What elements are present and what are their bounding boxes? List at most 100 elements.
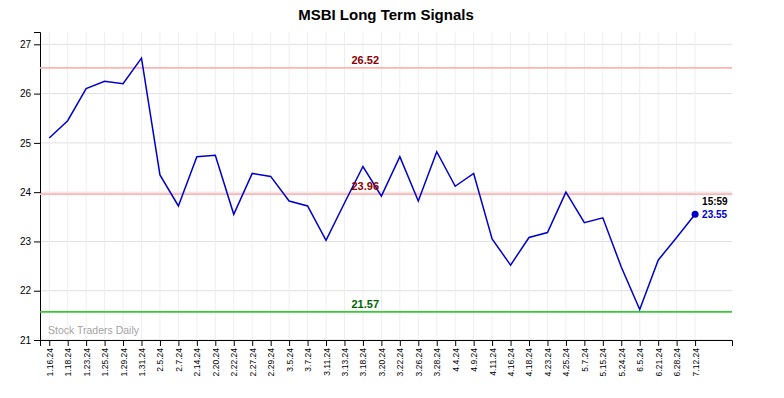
grid-line <box>492 32 493 340</box>
x-tick: 2.22.24 <box>229 340 239 376</box>
y-tick: 22 <box>20 285 40 296</box>
line <box>49 58 695 309</box>
x-tick-mark <box>141 340 142 346</box>
x-tick: 2.5.24 <box>155 340 165 372</box>
x-tick: 6.5.24 <box>635 340 645 372</box>
annotations: 26.5223.9621.5715:5923.55Stock Traders D… <box>48 54 728 336</box>
y-tick-label: 23 <box>20 236 32 247</box>
x-tick-mark <box>86 340 87 346</box>
grid-line <box>233 32 234 340</box>
grid-line <box>40 93 732 94</box>
grid-line <box>252 32 253 340</box>
x-tick-label: 3.7.24 <box>303 348 313 372</box>
x-tick-mark <box>547 340 548 346</box>
x-tick-label: 3.22.24 <box>395 348 405 377</box>
x-tick-mark <box>271 340 272 346</box>
grid <box>40 32 732 340</box>
title: MSBI Long Term Signals <box>298 6 474 23</box>
grid-line <box>40 192 732 193</box>
x-tick-mark <box>658 340 659 346</box>
x-tick-label: 5.7.24 <box>580 348 590 372</box>
x-tick-mark <box>68 340 69 346</box>
x-tick-label: 4.16.24 <box>506 348 516 377</box>
grid-line <box>418 32 419 340</box>
grid-line <box>473 32 474 340</box>
reference-label: 26.52 <box>351 54 379 66</box>
chart: 1.16.241.18.241.23.241.25.241.29.241.31.… <box>0 0 784 398</box>
x-tick-mark <box>677 340 678 346</box>
x-tick: 4.25.24 <box>561 340 571 376</box>
y-tick-label: 21 <box>20 335 32 346</box>
y-tick: 26 <box>20 88 40 99</box>
x-tick-label: 3.26.24 <box>414 348 424 377</box>
x-tick-mark <box>308 340 309 346</box>
x-tick-label: 3.5.24 <box>285 348 295 372</box>
x-tick-label: 3.28.24 <box>432 348 442 377</box>
y-tick-label: 24 <box>20 187 32 198</box>
x-tick: 6.21.24 <box>654 340 664 376</box>
grid-line <box>344 32 345 340</box>
x-tick: 1.29.24 <box>119 340 129 376</box>
x-tick: 3.13.24 <box>340 340 350 376</box>
grid-line <box>436 32 437 340</box>
x-tick-label: 1.29.24 <box>119 348 129 377</box>
x-tick-mark <box>418 340 419 346</box>
grid-line <box>529 32 530 340</box>
x-tick: 6.28.24 <box>672 340 682 376</box>
last-value-label: 23.55 <box>702 209 727 220</box>
x-tick-mark <box>474 340 475 346</box>
x-tick-mark <box>437 340 438 346</box>
grid-line <box>86 32 87 340</box>
grid-line <box>270 32 271 340</box>
grid-line <box>565 32 566 340</box>
x-tick-mark <box>400 340 401 346</box>
y-tick: 27 <box>20 39 40 50</box>
x-tick: 3.20.24 <box>377 340 387 376</box>
y-tick-label: 22 <box>20 285 32 296</box>
grid-line <box>104 32 105 340</box>
x-tick-label: 1.16.24 <box>45 348 55 377</box>
y-axis: 21 22 23 24 25 26 27 <box>20 33 41 346</box>
x-axis: 1.16.241.18.241.23.241.25.241.29.241.31.… <box>41 340 733 376</box>
reference-label: 23.96 <box>351 180 379 192</box>
x-tick-label: 4.18.24 <box>524 348 534 377</box>
grid-line <box>40 241 732 242</box>
grid-line <box>695 32 696 340</box>
x-tick-label: 6.28.24 <box>672 348 682 377</box>
y-tick: 24 <box>20 187 40 198</box>
x-tick: 4.16.24 <box>506 340 516 376</box>
y-tick: 25 <box>20 138 40 149</box>
x-tick-mark <box>363 340 364 346</box>
grid-line <box>178 32 179 340</box>
y-tick-mark <box>34 192 40 193</box>
x-tick-mark <box>603 340 604 346</box>
grid-line <box>381 32 382 340</box>
x-tick: 1.25.24 <box>100 340 110 376</box>
x-tick-label: 5.24.24 <box>617 348 627 377</box>
x-tick-label: 4.4.24 <box>451 348 461 372</box>
grid-line <box>196 32 197 340</box>
x-tick-mark <box>326 340 327 346</box>
x-tick: 3.28.24 <box>432 340 442 376</box>
x-tick-label: 5.15.24 <box>598 348 608 377</box>
x-tick-label: 2.20.24 <box>211 348 221 377</box>
last-point <box>692 211 699 218</box>
x-tick: 2.14.24 <box>192 340 202 376</box>
x-tick-mark <box>215 340 216 346</box>
y-tick: 23 <box>20 236 40 247</box>
x-tick-mark <box>105 340 106 346</box>
x-tick: 3.22.24 <box>395 340 405 376</box>
grid-line <box>67 32 68 340</box>
x-tick: 4.18.24 <box>524 340 534 376</box>
y-tick-mark <box>34 94 40 95</box>
x-tick: 5.7.24 <box>580 340 590 372</box>
x-tick-label: 4.11.24 <box>488 348 498 376</box>
x-tick-label: 1.18.24 <box>63 348 73 377</box>
grid-line <box>399 32 400 340</box>
x-tick-label: 3.18.24 <box>358 348 368 377</box>
x-tick-mark <box>252 340 253 346</box>
x-tick-mark <box>455 340 456 346</box>
grid-line <box>621 32 622 340</box>
y-tick-mark <box>34 340 40 341</box>
x-tick-mark <box>511 340 512 346</box>
